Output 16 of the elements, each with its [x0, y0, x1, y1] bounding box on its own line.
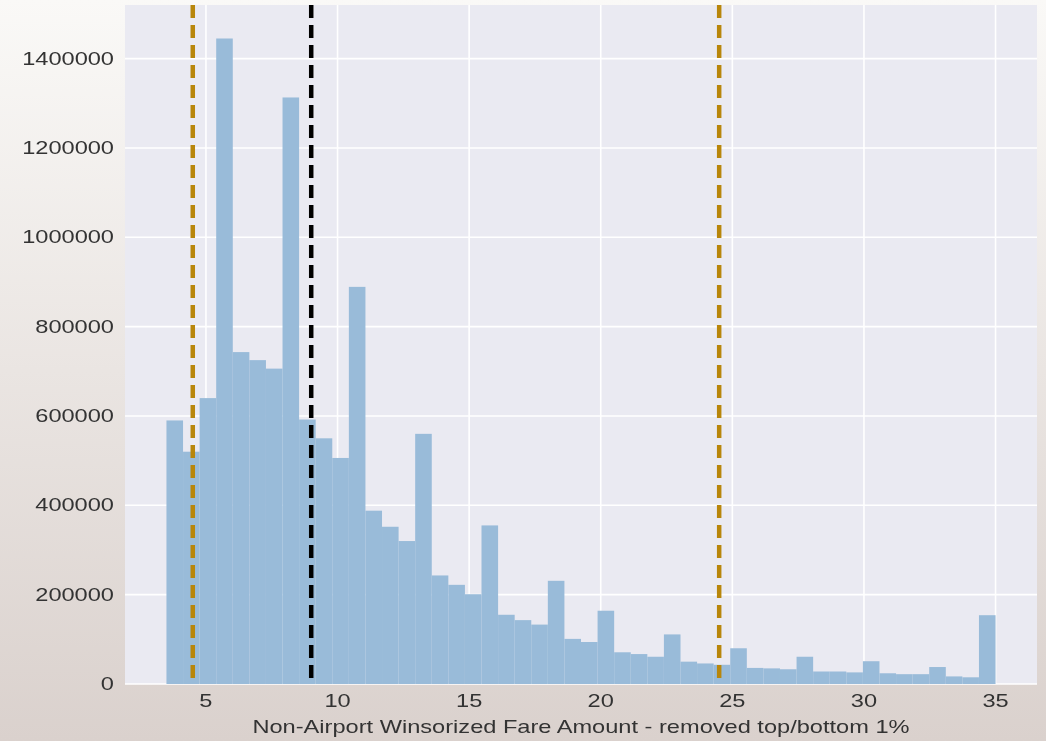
x-tick-label: 15 [456, 691, 483, 711]
x-tick-label: 30 [850, 691, 878, 711]
x-tick-label: 10 [324, 691, 351, 711]
x-axis-title: Non-Airport Winsorized Fare Amount - removed top/bottom 1% [252, 717, 910, 737]
x-tick-label: 35 [982, 691, 1009, 711]
y-tick-label: 400000 [35, 495, 114, 515]
x-tick-label: 5 [199, 691, 213, 711]
y-tick-label: 1200000 [22, 138, 114, 158]
y-tick-label: 800000 [35, 316, 114, 337]
y-tick-label: 1000000 [22, 227, 114, 247]
x-tick-label: 20 [587, 691, 614, 711]
y-tick-label: 1400000 [22, 48, 114, 69]
y-tick-label: 600000 [35, 406, 114, 426]
y-tick-label: 200000 [35, 584, 114, 605]
y-tick-label: 0 [100, 674, 114, 694]
x-tick-label: 25 [719, 691, 746, 711]
